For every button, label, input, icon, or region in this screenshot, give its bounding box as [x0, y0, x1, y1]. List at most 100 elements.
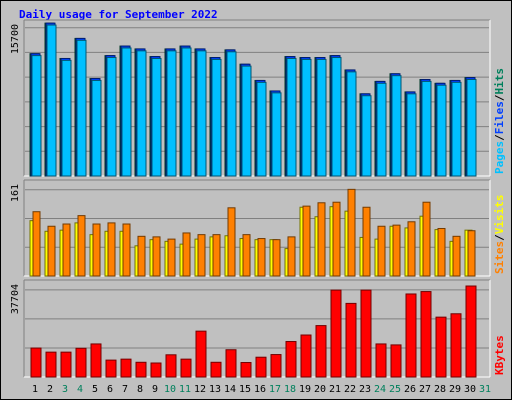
bar-kbytes-day-30 — [465, 285, 477, 378]
bar-kbytes-day-21 — [330, 289, 342, 378]
day-label-22: 22 — [344, 384, 356, 395]
bar-pages-day-6 — [106, 57, 117, 177]
day-label-31: 31 — [479, 384, 491, 395]
bar-sites-day-17 — [272, 239, 281, 277]
bar-sites-day-15 — [242, 234, 251, 277]
bar-sites-day-21 — [332, 201, 341, 277]
bar-kbytes-day-4 — [75, 347, 87, 378]
day-label-29: 29 — [449, 384, 461, 395]
legend-item-visits: Visits — [493, 195, 506, 235]
bar-pages-day-26 — [406, 93, 417, 177]
legend-separator: / — [493, 234, 506, 241]
day-label-11: 11 — [179, 384, 191, 395]
day-label-17: 17 — [269, 384, 281, 395]
day-label-16: 16 — [254, 384, 266, 395]
bar-sites-day-24 — [377, 225, 386, 277]
bar-sites-day-26 — [407, 221, 416, 277]
bar-pages-day-19 — [301, 58, 312, 177]
bar-sites-day-10 — [167, 238, 176, 277]
day-label-4: 4 — [77, 384, 83, 395]
bar-kbytes-day-12 — [195, 330, 207, 378]
bar-kbytes-day-22 — [345, 302, 357, 378]
panel-bottom: 37704 KBytes — [10, 279, 506, 378]
bar-pages-day-23 — [361, 95, 372, 177]
bar-kbytes-day-10 — [165, 354, 177, 378]
day-label-5: 5 — [92, 384, 98, 395]
legend-middle: Sites/Visits — [493, 195, 506, 275]
day-label-10: 10 — [164, 384, 176, 395]
day-label-27: 27 — [419, 384, 431, 395]
bar-sites-day-12 — [197, 234, 206, 277]
y-max-label: 15700 — [10, 24, 21, 54]
bar-pages-day-29 — [451, 81, 462, 177]
bar-kbytes-day-26 — [405, 293, 417, 378]
legend-item-hits: Hits — [493, 68, 506, 95]
bar-sites-day-11 — [182, 232, 191, 277]
bar-sites-day-6 — [107, 222, 116, 277]
day-label-8: 8 — [137, 384, 143, 395]
bar-pages-day-28 — [436, 84, 447, 177]
bar-sites-day-16 — [257, 238, 266, 277]
bar-kbytes-day-28 — [435, 316, 447, 378]
bar-sites-day-19 — [302, 205, 311, 277]
bar-kbytes-day-3 — [60, 351, 72, 378]
day-label-19: 19 — [299, 384, 311, 395]
bar-pages-day-10 — [166, 50, 177, 177]
bar-pages-day-30 — [466, 79, 477, 177]
legend-item-kbytes: KBytes — [493, 335, 506, 375]
bar-sites-day-14 — [227, 207, 236, 277]
bar-sites-day-28 — [437, 227, 446, 277]
bar-pages-day-5 — [91, 79, 102, 177]
bar-pages-day-13 — [211, 58, 222, 177]
day-label-3: 3 — [62, 384, 68, 395]
legend-separator: / — [493, 134, 506, 141]
day-label-6: 6 — [107, 384, 113, 395]
bar-sites-day-1 — [32, 211, 41, 277]
bar-kbytes-day-11 — [180, 358, 192, 378]
bar-sites-day-25 — [392, 224, 401, 277]
bar-kbytes-day-7 — [120, 358, 132, 378]
bar-kbytes-day-13 — [210, 361, 222, 378]
bar-pages-day-20 — [316, 58, 327, 177]
bar-kbytes-day-9 — [150, 362, 162, 378]
bar-kbytes-day-25 — [390, 344, 402, 378]
bar-pages-day-4 — [76, 39, 87, 177]
bar-sites-day-18 — [287, 236, 296, 277]
bar-pages-day-1 — [31, 55, 42, 177]
bar-pages-day-15 — [241, 65, 252, 177]
legend-separator: / — [493, 94, 506, 101]
bar-sites-day-8 — [137, 235, 146, 277]
bar-sites-day-13 — [212, 234, 221, 277]
bar-pages-day-21 — [331, 57, 342, 177]
bar-pages-day-17 — [271, 92, 282, 177]
day-label-13: 13 — [209, 384, 221, 395]
bar-pages-day-12 — [196, 50, 207, 177]
bar-pages-day-11 — [181, 47, 192, 177]
bar-kbytes-day-16 — [255, 356, 267, 378]
legend-bottom: KBytes — [493, 335, 506, 375]
bar-pages-day-14 — [226, 51, 237, 177]
chart-title: Daily usage for September 2022 — [19, 8, 218, 21]
bar-pages-day-2 — [46, 24, 57, 177]
bar-kbytes-day-1 — [30, 347, 42, 378]
bar-kbytes-day-8 — [135, 361, 147, 378]
day-label-15: 15 — [239, 384, 251, 395]
y-max-label: 37704 — [10, 284, 21, 314]
bar-kbytes-day-29 — [450, 313, 462, 378]
bar-sites-day-2 — [47, 225, 56, 277]
day-label-7: 7 — [122, 384, 128, 395]
bar-kbytes-day-17 — [270, 354, 282, 378]
bar-kbytes-day-14 — [225, 349, 237, 378]
bar-kbytes-day-18 — [285, 341, 297, 378]
day-label-30: 30 — [464, 384, 476, 395]
bar-kbytes-day-27 — [420, 291, 432, 378]
day-label-2: 2 — [47, 384, 53, 395]
bar-pages-day-9 — [151, 57, 162, 177]
bar-kbytes-day-5 — [90, 343, 102, 378]
day-label-23: 23 — [359, 384, 371, 395]
bar-kbytes-day-15 — [240, 362, 252, 378]
bar-pages-day-18 — [286, 57, 297, 177]
bar-kbytes-day-20 — [315, 325, 327, 378]
